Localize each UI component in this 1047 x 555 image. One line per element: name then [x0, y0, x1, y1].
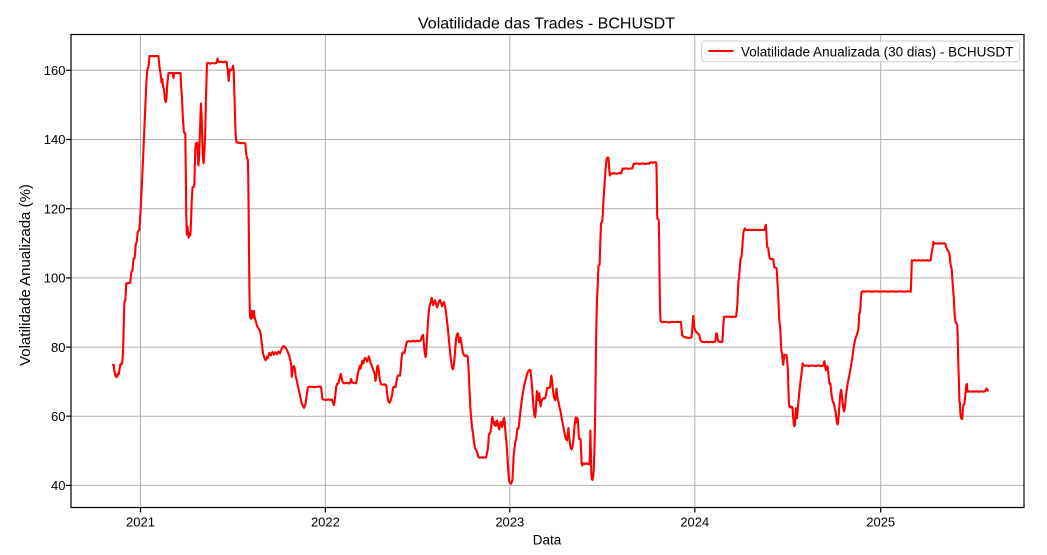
- svg-text:60: 60: [51, 409, 65, 424]
- svg-text:2022: 2022: [311, 515, 340, 530]
- svg-text:40: 40: [51, 478, 65, 493]
- svg-text:80: 80: [51, 340, 65, 355]
- svg-text:2024: 2024: [680, 515, 709, 530]
- svg-text:2023: 2023: [495, 515, 524, 530]
- svg-text:160: 160: [44, 63, 66, 78]
- svg-text:Volatilidade das Trades - BCHU: Volatilidade das Trades - BCHUSDT: [418, 16, 675, 33]
- svg-text:120: 120: [44, 201, 66, 216]
- svg-text:100: 100: [44, 271, 66, 286]
- svg-text:2025: 2025: [866, 515, 895, 530]
- svg-text:Volatilidade Anualizada (%): Volatilidade Anualizada (%): [17, 184, 34, 366]
- svg-text:Volatilidade Anualizada (30 di: Volatilidade Anualizada (30 dias) - BCHU…: [741, 44, 1013, 59]
- svg-text:Data: Data: [533, 533, 562, 548]
- svg-text:140: 140: [44, 132, 66, 147]
- svg-text:2021: 2021: [126, 515, 155, 530]
